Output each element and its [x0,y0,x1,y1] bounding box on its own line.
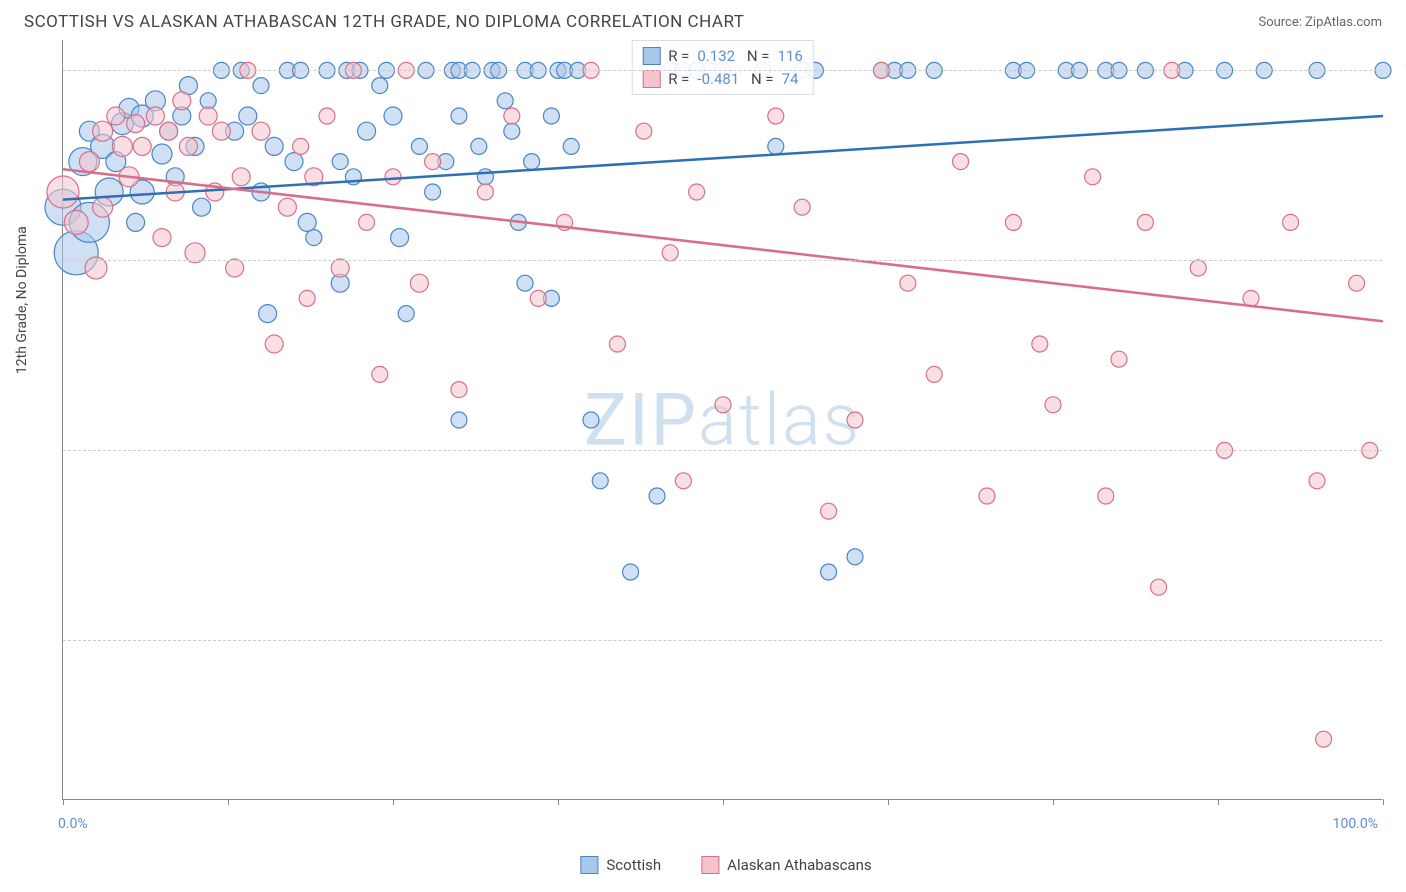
chart-header: SCOTTISH VS ALASKAN ATHABASCAN 12TH GRAD… [0,0,1406,40]
legend-item-scottish: Scottish [580,856,661,874]
stat-r-label: R = [668,45,689,68]
chart-container: 12th Grade, No Diploma ZIPatlas R = 0.13… [46,40,1406,840]
stats-legend: R = 0.132 N = 116 R = -0.481 N = 74 [631,40,814,95]
stats-row-scottish: R = 0.132 N = 116 [642,45,803,68]
scatter-svg [63,40,1382,799]
stat-n-scottish: 116 [777,45,802,68]
plot-area: ZIPatlas R = 0.132 N = 116 R = -0.481 N … [62,40,1382,800]
stat-r-scottish: 0.132 [697,45,735,68]
swatch-athabascan [642,70,660,88]
swatch-scottish [642,47,660,65]
x-axis-max: 100.0% [1333,816,1378,832]
source-label: Source: ZipAtlas.com [1258,15,1382,30]
stat-n-label: N = [743,45,769,68]
legend-swatch-scottish [580,856,598,874]
legend-swatch-athabascan [701,856,719,874]
bottom-legend: Scottish Alaskan Athabascans [580,856,871,874]
legend-item-athabascan: Alaskan Athabascans [701,856,871,874]
y-axis-label: 12th Grade, No Diploma [14,226,30,374]
legend-label-athabascan: Alaskan Athabascans [727,856,871,874]
x-axis-min: 0.0% [58,816,88,832]
chart-title: SCOTTISH VS ALASKAN ATHABASCAN 12TH GRAD… [24,12,744,32]
legend-label-scottish: Scottish [606,856,661,874]
